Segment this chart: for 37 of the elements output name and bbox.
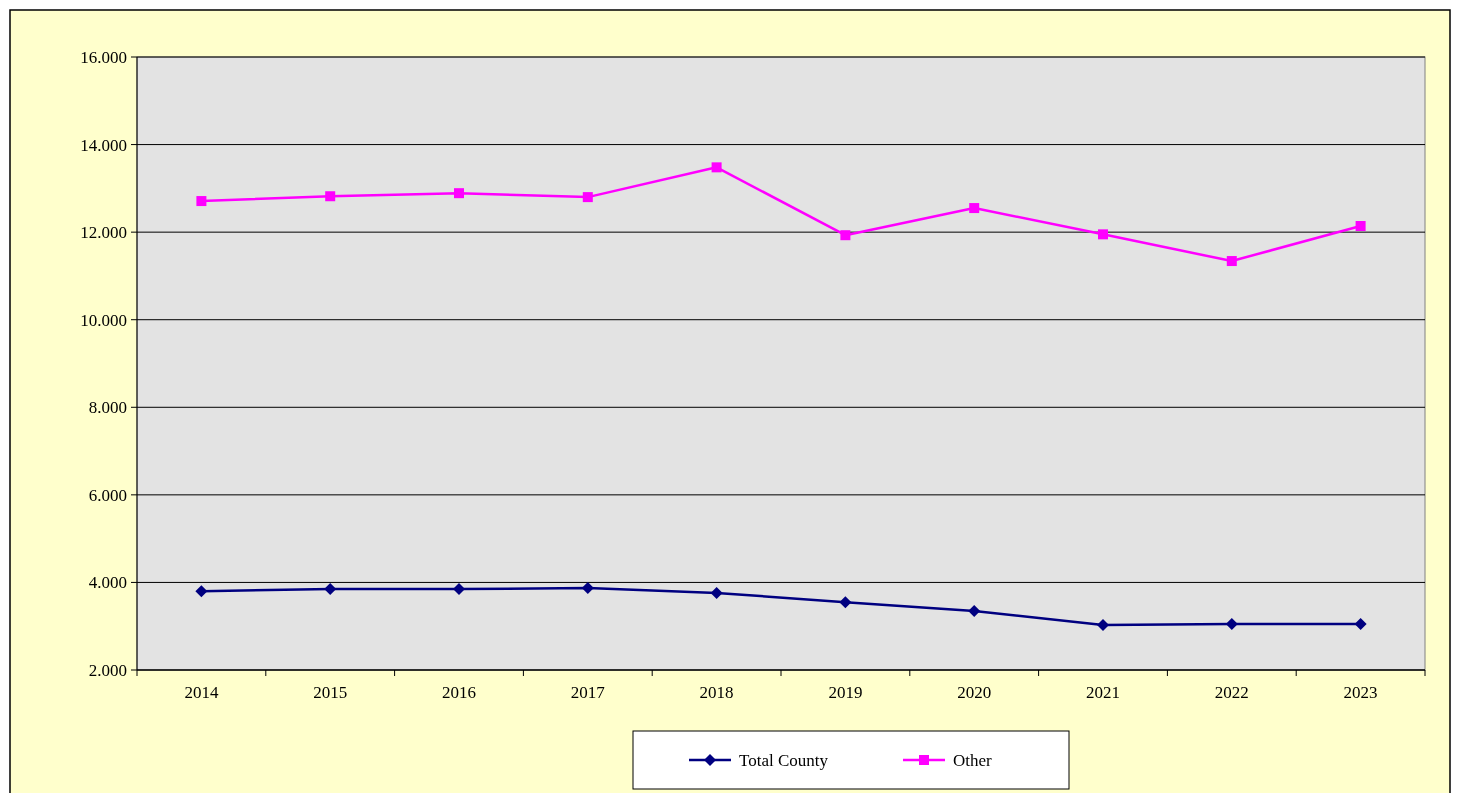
point	[968, 604, 981, 617]
point	[196, 196, 207, 207]
y-tick-label: 16.000	[80, 47, 127, 67]
x-tick-label: 2019	[828, 683, 863, 702]
point	[1097, 618, 1109, 631]
y-tick-label: 10.000	[80, 310, 127, 330]
point	[969, 203, 980, 214]
legend-label: Other	[953, 750, 993, 770]
x-tick-label: 2018	[699, 683, 734, 702]
point	[453, 583, 465, 595]
x-tick-label: 2022	[1214, 683, 1249, 702]
point	[710, 586, 723, 599]
x-tick-label: 2015	[313, 683, 348, 702]
y-tick-label: 2.000	[88, 660, 127, 680]
legend-label: Total County	[739, 750, 829, 770]
point	[325, 191, 336, 202]
point	[711, 162, 722, 173]
x-tick-label: 2021	[1086, 683, 1120, 702]
x-tick-label: 2023	[1343, 683, 1378, 702]
x-tick-label: 2016	[442, 683, 476, 702]
point	[1098, 229, 1108, 240]
x-tick-label: 2017	[570, 683, 606, 702]
y-tick-label: 14.000	[80, 135, 127, 155]
point	[1226, 256, 1237, 267]
point	[1354, 618, 1367, 631]
y-tick-label: 12.000	[80, 223, 127, 243]
point	[195, 585, 208, 598]
x-tick-label: 2020	[957, 683, 992, 702]
x-tick-label: 2014	[184, 683, 219, 702]
y-tick-label: 8.000	[88, 398, 127, 418]
point	[582, 192, 593, 203]
point	[1355, 221, 1366, 232]
point	[454, 188, 464, 199]
y-tick-label: 6.000	[88, 485, 127, 505]
point	[840, 230, 851, 241]
y-tick-label: 4.000	[88, 573, 127, 593]
point	[839, 596, 852, 609]
